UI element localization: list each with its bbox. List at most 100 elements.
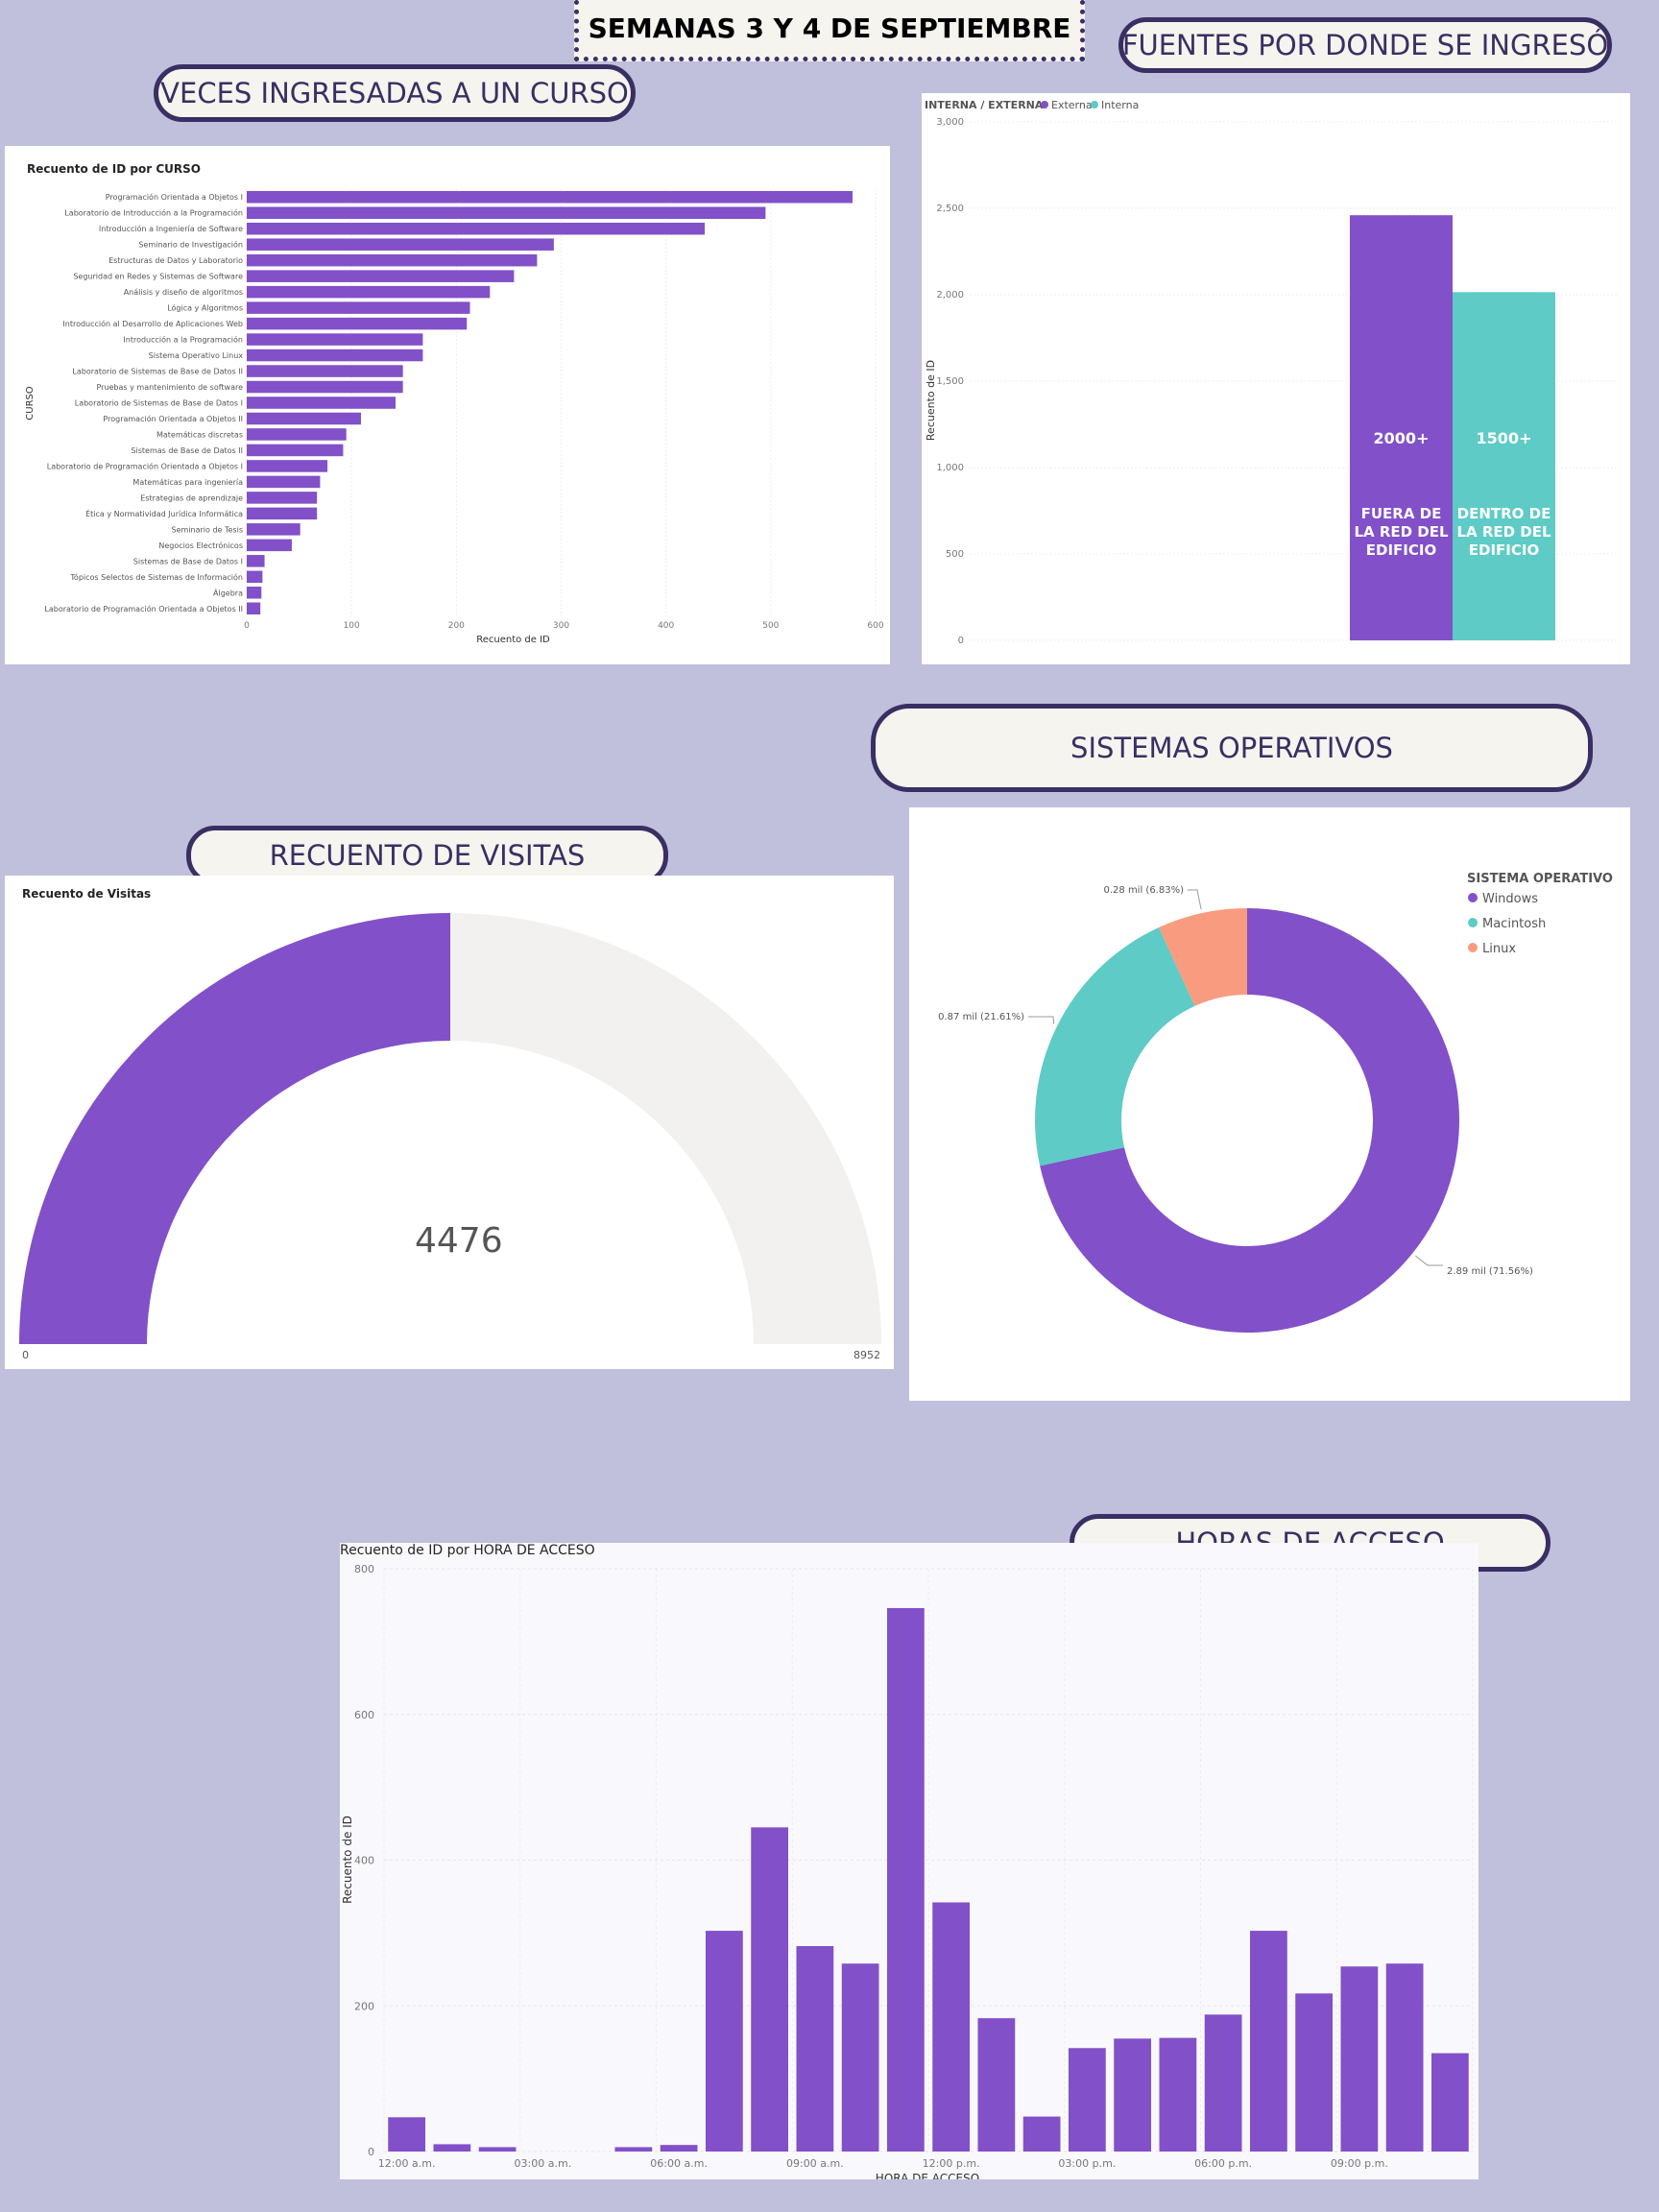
x-axis-label: Recuento de ID: [476, 635, 550, 645]
x-tick-label: 300: [553, 621, 569, 631]
course-bar: [247, 349, 423, 362]
course-bar: [247, 523, 301, 536]
x-tick-label: 0: [244, 621, 250, 631]
source-bar: [1350, 215, 1453, 640]
course-label: Estructuras de Datos y Laboratorio: [108, 256, 243, 265]
course-label: Negocios Electrónicos: [158, 541, 243, 550]
y-tick-label: 0: [958, 636, 964, 646]
course-label: Laboratorio de Introducción a la Program…: [64, 208, 243, 218]
slice-leader-line: [1028, 1016, 1055, 1024]
hour-bar: [932, 1902, 970, 2152]
x-tick-label: 200: [448, 621, 465, 631]
hour-bar: [1159, 2037, 1197, 2152]
x-tick-label: 09:00 a.m.: [786, 2157, 844, 2170]
course-label: Ética y Normatividad Jurídica Informátic…: [85, 508, 243, 518]
y-tick-label: 600: [354, 1709, 374, 1721]
donut-slice: [1159, 908, 1247, 1006]
course-bar: [247, 253, 538, 267]
hour-bar: [1431, 2053, 1469, 2152]
y-tick-label: 3,000: [936, 117, 964, 128]
course-bar: [247, 317, 468, 330]
hour-bar: [751, 1827, 788, 2152]
legend-dot: [1468, 918, 1478, 927]
slice-leader-line: [1188, 889, 1202, 910]
course-bar: [247, 206, 766, 219]
course-bar: [247, 428, 347, 441]
hour-bar: [1204, 2014, 1242, 2152]
x-tick-label: 12:00 p.m.: [923, 2157, 980, 2170]
section-title-visits: RECUENTO DE VISITAS: [186, 826, 668, 885]
course-label: Seminario de Investigación: [138, 240, 243, 250]
course-label: Tópicos Selectos de Sistemas de Informac…: [69, 572, 243, 582]
hour-bar: [478, 2147, 517, 2152]
course-bar: [247, 222, 706, 235]
course-bar: [247, 460, 328, 472]
sources-chart: INTERNA / EXTERNA Externa Interna 0 500 1,000…: [925, 99, 1618, 646]
course-bar: [247, 412, 361, 425]
y-tick-label: 0: [368, 2146, 374, 2158]
hours-chart-title: Recuento de ID por HORA DE ACCESO: [340, 1543, 595, 1558]
x-tick-label: 12:00 a.m.: [378, 2157, 436, 2170]
hour-bar: [1295, 1993, 1333, 2152]
course-bar: [247, 492, 318, 504]
x-axis-label: HORA DE ACCESO: [876, 2172, 979, 2179]
course-bar: [247, 333, 423, 346]
course-label: Álgebra: [213, 587, 243, 597]
hour-bar: [1069, 2048, 1106, 2152]
course-label: Introducción a Ingeniería de Software: [99, 224, 243, 233]
course-bar: [247, 285, 491, 299]
course-bar: [247, 365, 403, 377]
x-tick-label: 03:00 a.m.: [515, 2157, 572, 2170]
bar-annotation: DENTRO DE: [1457, 505, 1551, 522]
x-tick-label: 03:00 p.m.: [1058, 2157, 1116, 2170]
bar-annotation: LA RED DEL: [1354, 523, 1449, 541]
os-donut-panel: 2.89 mil (71.56%) 0.87 mil (21.61%) 0.28 m…: [909, 807, 1630, 1401]
bar-annotation: EDIFICIO: [1366, 541, 1436, 559]
x-tick-label: 09:00 p.m.: [1331, 2157, 1388, 2170]
y-tick-label: 400: [354, 1855, 374, 1867]
course-label: Laboratorio de Programación Orientada a …: [44, 604, 243, 613]
legend-dot: [1091, 101, 1098, 108]
course-bar: [247, 507, 318, 520]
course-bar: [247, 190, 853, 204]
course-bar: [247, 238, 554, 251]
course-label: Laboratorio de Programación Orientada a …: [47, 461, 243, 470]
slice-leader-line: [1415, 1255, 1443, 1266]
y-tick-label: 500: [946, 549, 964, 560]
course-label: Pruebas y mantenimiento de software: [96, 383, 243, 392]
y-axis-label: Recuento de ID: [341, 1815, 354, 1904]
course-label: Programación Orientada a Objetos II: [103, 414, 243, 423]
legend-dot: [1468, 893, 1478, 902]
legend-label: Interna: [1101, 99, 1139, 111]
donut-slice: [1040, 908, 1459, 1333]
course-label: Laboratorio de Sistemas de Base de Datos…: [75, 399, 243, 408]
slice-label: 0.87 mil (21.61%): [938, 1012, 1024, 1022]
x-tick-label: 100: [344, 621, 360, 631]
bar-annotation: FUERA DE: [1361, 505, 1442, 522]
bar-annotation: EDIFICIO: [1469, 541, 1539, 559]
course-bar: [247, 380, 403, 394]
course-bar: [247, 301, 470, 314]
gauge-value: 4476: [415, 1221, 503, 1261]
hour-bar: [388, 2117, 425, 2152]
section-title-sources: FUENTES POR DONDE SE INGRESÓ: [1118, 17, 1612, 73]
course-bar: [247, 270, 515, 282]
sources-chart-panel: INTERNA / EXTERNA Externa Interna 0 500 1,000…: [922, 93, 1630, 664]
course-label: Sistema Operativo Linux: [149, 351, 244, 360]
course-bar: [247, 555, 265, 567]
legend-label: Linux: [1482, 942, 1516, 956]
course-bar: [247, 602, 261, 615]
course-bar: [247, 444, 344, 457]
course-label: Análisis y diseño de algoritmos: [124, 288, 243, 297]
legend-label: Macintosh: [1482, 917, 1546, 931]
section-title-os: SISTEMAS OPERATIVOS: [871, 704, 1593, 792]
y-tick-label: 1,000: [936, 463, 964, 473]
hour-bar: [841, 1963, 879, 2152]
section-title-courses: VECES INGRESADAS A UN CURSO: [154, 64, 636, 122]
hour-bar: [433, 2144, 471, 2152]
y-tick-label: 800: [354, 1563, 374, 1575]
x-tick-label: 600: [867, 621, 883, 631]
course-label: Matemáticas para ingeniería: [132, 478, 243, 487]
course-bar: [247, 539, 292, 552]
hours-chart-panel: Recuento de ID por HORA DE ACCESO 0 200 40…: [340, 1543, 1479, 2179]
